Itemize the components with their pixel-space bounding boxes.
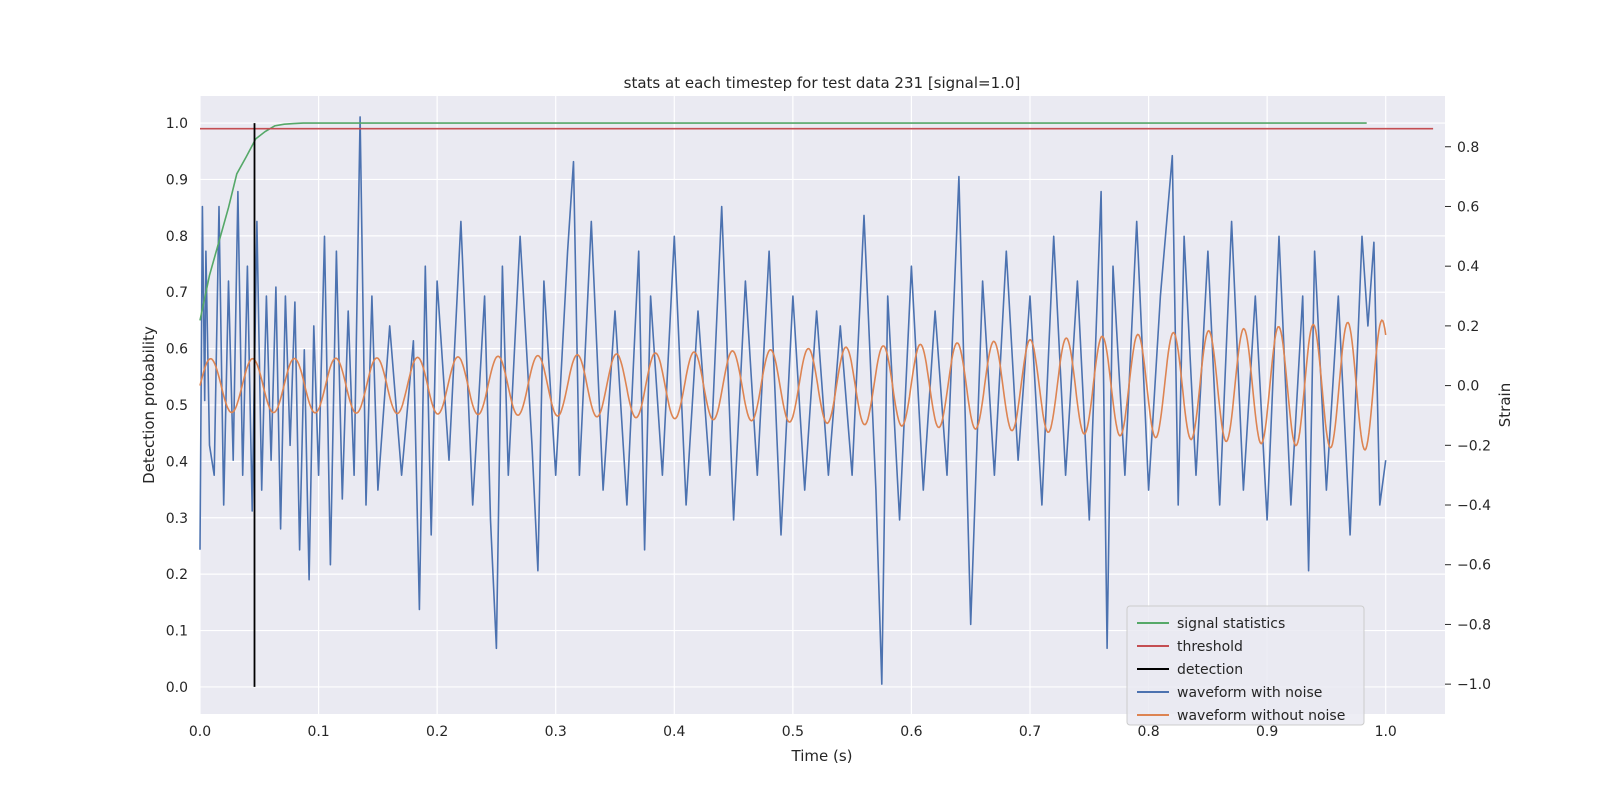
x-tick-label: 0.5 [782,724,804,740]
y-left-tick-label: 0.2 [166,567,188,583]
x-tick-label: 0.3 [545,724,567,740]
legend-box [1126,605,1365,726]
y-left-tick-label: 0.3 [166,511,188,527]
x-tick-label: 0.4 [663,724,685,740]
y-left-tick-label: 0.1 [166,624,188,640]
legend-label: signal statistics [1177,616,1285,632]
legend-label: waveform without noise [1177,708,1345,724]
y-right-tick-label: −0.8 [1457,617,1491,633]
x-tick-label: 0.1 [307,724,329,740]
legend-label: threshold [1177,639,1243,655]
y-right-tick-label: −0.4 [1457,498,1491,514]
x-axis: 0.0 0.1 0.2 0.3 0.4 0.5 0.6 0.7 0.8 0.9 1.0 [189,724,1397,740]
legend: signal statistics threshold detection wavef… [1126,605,1365,726]
chart-title: stats at each timestep for test data 231… [624,74,1021,92]
series-waveform-with-noise [199,116,1387,685]
y-axis-left-label: Detection probability [140,326,158,484]
legend-label: detection [1177,662,1243,678]
x-tick-label: 0.0 [189,724,211,740]
x-axis-label: Time (s) [791,747,853,765]
y-right-tick-label: −0.6 [1457,558,1491,574]
y-right-tick-label: −1.0 [1457,677,1491,693]
y-axis-right-label: Strain [1496,383,1514,427]
y-right-tick-label: 0.4 [1457,259,1479,275]
y-right-tick-label: 0.0 [1457,379,1479,395]
legend-label: waveform with noise [1177,685,1322,701]
y-left-tick-label: 0.6 [166,342,188,358]
y-left-tick-label: 0.7 [166,285,188,301]
x-tick-label: 0.7 [1019,724,1041,740]
x-tick-label: 1.0 [1375,724,1397,740]
y-left-tick-label: 1.0 [166,116,188,132]
y-left-tick-label: 0.9 [166,172,188,188]
x-tick-label: 0.8 [1137,724,1159,740]
x-tick-label: 0.2 [426,724,448,740]
x-tick-label: 0.6 [900,724,922,740]
y-left-tick-label: 0.8 [166,229,188,245]
y-right-tick-label: 0.8 [1457,140,1479,156]
y-left-tick-label: 0.4 [166,454,188,470]
y-left-tick-label: 0.0 [166,680,188,696]
y-axis-left: 0.0 0.1 0.2 0.3 0.4 0.5 0.6 0.7 0.8 0.9 1.0 [166,116,188,696]
series-waveform-without-noise [199,319,1387,452]
y-right-tick-label: −0.2 [1457,438,1491,454]
series-signal-statistics [199,122,1367,321]
x-tick-label: 0.9 [1256,724,1278,740]
y-left-tick-label: 0.5 [166,398,188,414]
y-axis-right: −1.0 −0.8 −0.6 −0.4 −0.2 0.0 0.2 0.4 0.6 0.8 [1445,140,1491,693]
y-right-tick-label: 0.6 [1457,199,1479,215]
series-layer [199,116,1434,687]
y-right-tick-label: 0.2 [1457,319,1479,335]
